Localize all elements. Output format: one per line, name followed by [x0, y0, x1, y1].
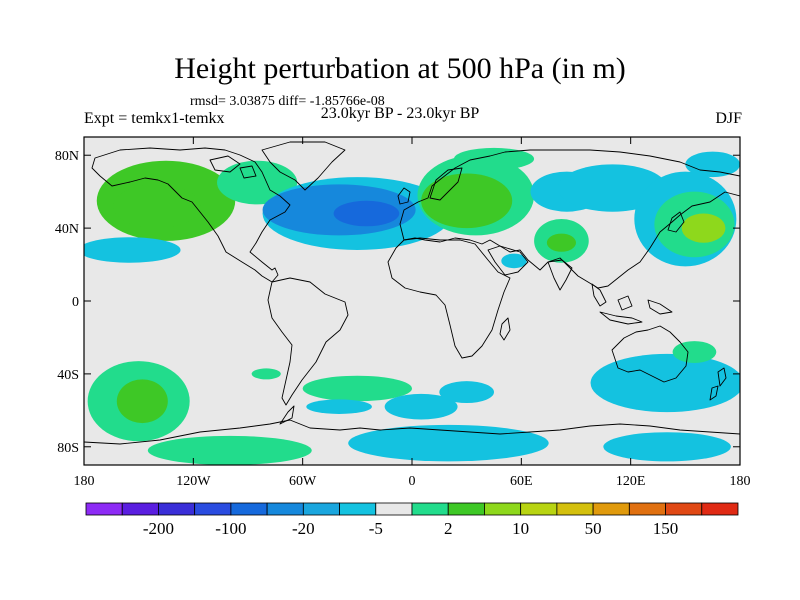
anomaly-region-14 — [546, 233, 577, 252]
anomaly-region-29 — [672, 341, 717, 363]
coastline-new-zealand — [709, 367, 727, 401]
anomaly-region-24 — [384, 393, 458, 420]
experiment-label: Expt = temkx1-temkx — [84, 110, 225, 127]
coastline-madagascar — [499, 317, 511, 341]
anomaly-region-23 — [306, 399, 372, 414]
lon-tick-label: 60W — [289, 474, 317, 489]
anomaly-region-28 — [590, 353, 740, 413]
anomaly-region-25 — [439, 381, 494, 404]
anomaly-region-12 — [685, 151, 740, 178]
coastline-antarctic-peninsula — [279, 405, 295, 425]
coastline-japan — [667, 211, 685, 233]
anomaly-region-3 — [84, 237, 181, 263]
coastline-arctic-islands — [209, 155, 257, 179]
coastline-southeast-asia — [591, 283, 673, 325]
season-label: DJF — [715, 110, 742, 127]
anomaly-region-20 — [116, 379, 168, 424]
anomaly-region-30 — [603, 432, 731, 462]
chart-title: Height perturbation at 500 hPa (in m) — [174, 52, 626, 85]
coastline-south-america — [267, 277, 349, 406]
lat-tick-label: 80S — [57, 441, 79, 456]
anomaly-region-1 — [113, 184, 201, 229]
lon-tick-label: 180 — [74, 474, 95, 489]
coastline-british-isles — [397, 187, 411, 205]
coastline-antarctica — [84, 419, 740, 445]
lat-tick-label: 0 — [72, 295, 79, 310]
stats-label: rmsd= 3.03875 diff= -1.85766e-08 — [190, 94, 385, 109]
anomaly-region-18 — [681, 213, 726, 243]
anomaly-region-2 — [217, 160, 298, 205]
period-label: 23.0kyr BP - 23.0kyr BP — [320, 105, 480, 122]
anomaly-region-15 — [501, 253, 527, 269]
lat-tick-label: 80N — [55, 149, 79, 164]
lon-tick-label: 60E — [510, 474, 533, 489]
anomaly-region-27 — [147, 435, 312, 465]
lon-tick-label: 120W — [176, 474, 211, 489]
lon-tick-label: 0 — [409, 474, 416, 489]
coastline-north-america — [91, 147, 291, 283]
anomaly-region-6 — [333, 200, 400, 227]
coastline-greenland — [261, 141, 346, 191]
anomaly-region-21 — [251, 368, 281, 380]
coastline-india — [547, 259, 573, 291]
anomaly-region-22 — [302, 375, 413, 402]
lat-tick-label: 40N — [55, 222, 79, 237]
coastline-scandinavia — [429, 167, 463, 201]
anomaly-region-8 — [421, 173, 513, 229]
lon-tick-label: 180 — [730, 474, 751, 489]
lat-tick-label: 40S — [57, 368, 79, 383]
lon-tick-label: 120E — [616, 474, 646, 489]
anomaly-region-9 — [453, 147, 535, 170]
coastline-arabia — [487, 245, 529, 276]
coastline-australia — [611, 325, 689, 383]
coastline-africa — [387, 237, 511, 359]
coastline-eurasia — [399, 149, 740, 289]
